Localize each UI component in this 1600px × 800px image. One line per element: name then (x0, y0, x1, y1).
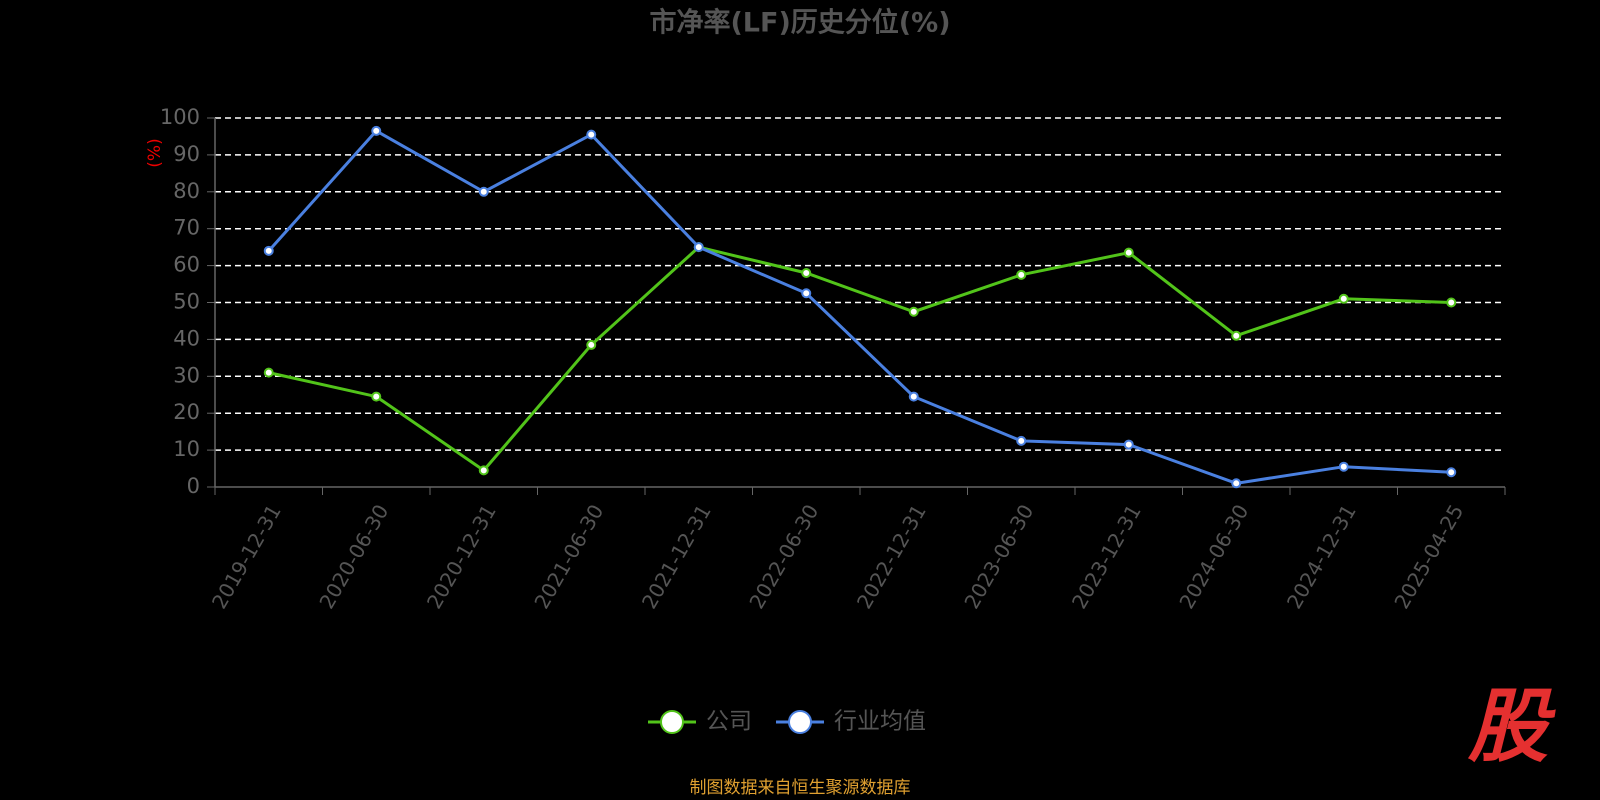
data-point (1338, 293, 1349, 304)
data-point (908, 306, 919, 317)
data-point (263, 245, 274, 256)
y-tick-label: 80 (173, 179, 200, 203)
data-point (371, 125, 382, 136)
y-tick-label: 10 (173, 437, 200, 461)
data-point (1123, 439, 1134, 450)
x-tick-label: 2024-12-31 (1282, 500, 1361, 613)
legend-marker (660, 710, 684, 734)
x-tick-label: 2021-12-31 (637, 500, 716, 613)
x-tick-label: 2020-12-31 (422, 500, 501, 613)
data-point (263, 367, 274, 378)
x-tick-label: 2021-06-30 (529, 500, 608, 613)
data-point (1016, 269, 1027, 280)
chart-title: 市净率(LF)历史分位(%) (649, 7, 950, 39)
x-tick-label: 2023-06-30 (959, 500, 1038, 613)
data-point (586, 129, 597, 140)
y-tick-label: 50 (173, 290, 200, 314)
y-tick-label: 20 (173, 400, 200, 424)
y-tick-label: 60 (173, 253, 200, 277)
legend-marker (788, 710, 812, 734)
x-tick-label: 2023-12-31 (1067, 500, 1146, 613)
source-note: 制图数据来自恒生聚源数据库 (690, 778, 911, 798)
y-tick-label: 30 (173, 363, 200, 387)
series-line (267, 129, 1452, 485)
y-tick-label: 70 (173, 216, 200, 240)
x-tick-label: 2019-12-31 (207, 500, 286, 613)
y-tick-label: 90 (173, 142, 200, 166)
x-tick-label: 2020-06-30 (314, 500, 393, 613)
data-point (1446, 467, 1457, 478)
x-tick-label: 2025-04-25 (1389, 500, 1468, 613)
data-point (371, 391, 382, 402)
data-point (1446, 297, 1457, 308)
data-point (478, 186, 489, 197)
data-point (1231, 478, 1242, 489)
x-tick-label: 2024-06-30 (1174, 500, 1253, 613)
data-point (801, 288, 812, 299)
data-point (1016, 435, 1027, 446)
data-point (693, 242, 704, 253)
data-point (908, 391, 919, 402)
data-point (1123, 247, 1134, 258)
legend-label: 公司 (706, 709, 752, 735)
data-point (801, 267, 812, 278)
logo: 股 (1467, 680, 1556, 773)
data-point (1338, 461, 1349, 472)
y-axis-label: (%) (145, 138, 165, 167)
x-tick-label: 2022-12-31 (852, 500, 931, 613)
legend-label: 行业均值 (834, 709, 926, 735)
y-tick-label: 0 (187, 474, 200, 498)
data-point (478, 465, 489, 476)
y-tick-label: 100 (160, 105, 200, 129)
data-point (586, 339, 597, 350)
series-line (268, 245, 1452, 473)
data-point (1231, 330, 1242, 341)
x-tick-label: 2022-06-30 (744, 500, 823, 613)
y-tick-label: 40 (173, 326, 200, 350)
